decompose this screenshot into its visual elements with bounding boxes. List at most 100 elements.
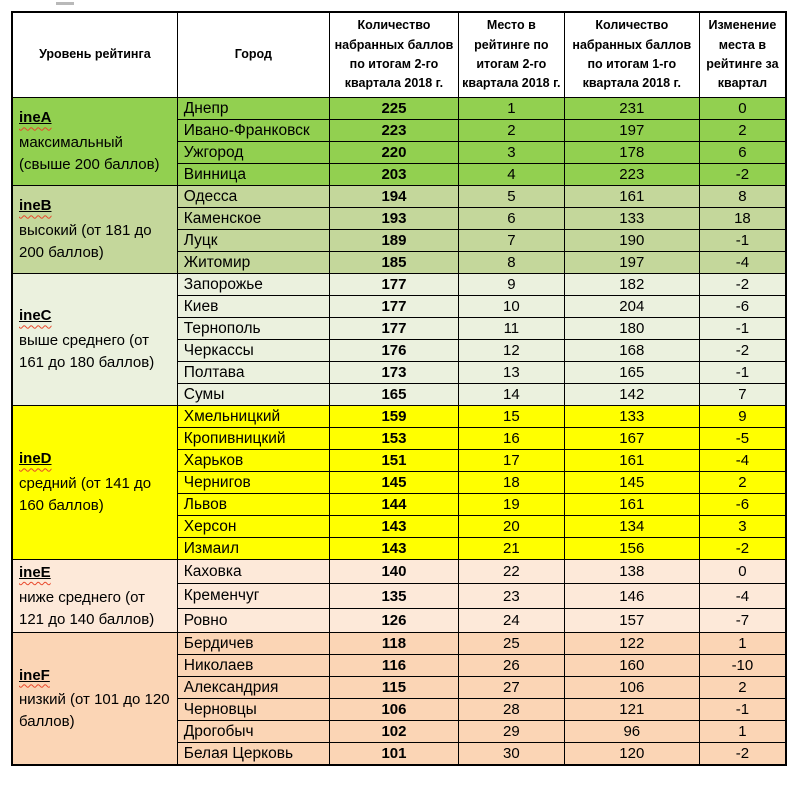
rank-change-value: 2 [698,471,787,494]
table-row: Полтава 173 13 165 -1 [12,361,787,384]
score-q1-value: 178 [563,141,700,164]
score-q1-value: 156 [563,537,700,560]
city-name: Черновцы [176,698,330,722]
table-row: Львов 144 19 161 -6 [12,493,787,516]
header-rank-change: Изменение места в рейтинге за квартал [698,11,787,98]
table-row: ineB высокий (от 181 до 200 баллов) Одесса… [11,185,787,274]
score-q2-value: 151 [328,449,459,472]
table-row: Сумы 165 14 142 7 [12,383,787,406]
score-q2-value: 116 [328,654,459,678]
rating-level-code-text: ineC [19,307,52,325]
score-q2-value: 177 [328,295,459,318]
score-q2-value: 194 [328,185,459,208]
rank-q2-value: 3 [457,141,565,164]
rating-level-cell: ineA максимальный (свыше 200 баллов) [11,97,178,186]
score-q1-value: 157 [563,607,700,634]
rank-q2-value: 11 [457,317,565,340]
rating-level-description: максимальный (свыше 200 баллов) [19,134,160,173]
rank-change-value: -4 [698,583,787,609]
rank-change-value: 3 [698,515,787,538]
score-q1-value: 96 [563,720,700,744]
rating-level-code-text: ineD [19,450,52,468]
score-q2-value: 144 [328,493,459,516]
score-q2-value: 165 [328,383,459,406]
rank-change-value: 7 [698,383,787,406]
table-row: Кропивницкий 153 16 167 -5 [12,427,787,450]
score-q1-value: 168 [563,339,700,362]
rating-level-description: средний (от 141 до 160 баллов) [19,475,152,514]
rating-level-code: ineF [19,665,50,687]
rank-q2-value: 7 [457,229,565,252]
rank-change-value: -2 [698,163,787,186]
rank-q2-value: 14 [457,383,565,406]
city-name: Ровно [176,607,330,634]
city-name: Полтава [176,361,330,384]
score-q1-value: 223 [563,163,700,186]
table-row: ineC выше среднего (от 161 до 180 баллов)… [11,273,787,406]
rank-q2-value: 24 [457,607,565,634]
score-q2-value: 118 [328,632,459,656]
header-score-q1: Количество набранных баллов по итогам 1-… [563,11,700,98]
rank-change-value: 6 [698,141,787,164]
score-q1-value: 197 [563,119,700,142]
score-q2-value: 203 [328,163,459,186]
score-q1-value: 161 [563,185,700,208]
score-q1-value: 204 [563,295,700,318]
score-q1-value: 121 [563,698,700,722]
score-q1-value: 197 [563,251,700,274]
score-q1-value: 133 [563,405,700,428]
score-q2-value: 143 [328,515,459,538]
rank-q2-value: 23 [457,583,565,609]
score-q2-value: 143 [328,537,459,560]
city-name: Хмельницкий [176,405,330,428]
rank-q2-value: 25 [457,632,565,656]
table-row: Ровно 126 24 157 -7 [12,607,787,634]
rank-change-value: -4 [698,449,787,472]
table-row: Херсон 143 20 134 3 [12,515,787,538]
table-row: Черновцы 106 28 121 -1 [12,698,787,722]
rank-change-value: -6 [698,295,787,318]
rank-q2-value: 10 [457,295,565,318]
table-row: Винница 203 4 223 -2 [12,163,787,186]
rank-change-value: -7 [698,607,787,634]
rating-level-description: ниже среднего (от 121 до 140 баллов) [19,588,155,628]
rating-level-code: ineA [19,107,52,129]
score-q2-value: 106 [328,698,459,722]
rank-change-value: -6 [698,493,787,516]
table-row: Кременчуг 135 23 146 -4 [12,583,787,609]
score-q2-value: 223 [328,119,459,142]
rating-level-code: ineE [19,562,51,584]
score-q1-value: 106 [563,676,700,700]
rank-change-value: 0 [698,558,787,585]
rank-change-value: -1 [698,229,787,252]
city-name: Киев [176,295,330,318]
score-q2-value: 173 [328,361,459,384]
header-row: Уровень рейтинга Город Количество набран… [11,11,787,98]
rank-q2-value: 30 [457,742,565,766]
rank-q2-value: 29 [457,720,565,744]
rank-change-value: 0 [698,97,787,120]
score-q2-value: 193 [328,207,459,230]
city-name: Александрия [176,676,330,700]
city-name: Тернополь [176,317,330,340]
score-q1-value: 161 [563,493,700,516]
rank-q2-value: 26 [457,654,565,678]
rank-change-value: -2 [698,537,787,560]
city-name: Винница [176,163,330,186]
city-name: Житомир [176,251,330,274]
score-q2-value: 189 [328,229,459,252]
score-q2-value: 177 [328,273,459,296]
score-q1-value: 138 [563,558,700,585]
rank-change-value: 18 [698,207,787,230]
header-rating-level: Уровень рейтинга [11,11,178,98]
rank-q2-value: 4 [457,163,565,186]
rating-level-code: ineB [19,195,52,217]
score-q2-value: 177 [328,317,459,340]
score-q1-value: 231 [563,97,700,120]
score-q1-value: 146 [563,583,700,609]
rank-q2-value: 1 [457,97,565,120]
score-q1-value: 165 [563,361,700,384]
city-name: Харьков [176,449,330,472]
city-name: Белая Церковь [176,742,330,766]
